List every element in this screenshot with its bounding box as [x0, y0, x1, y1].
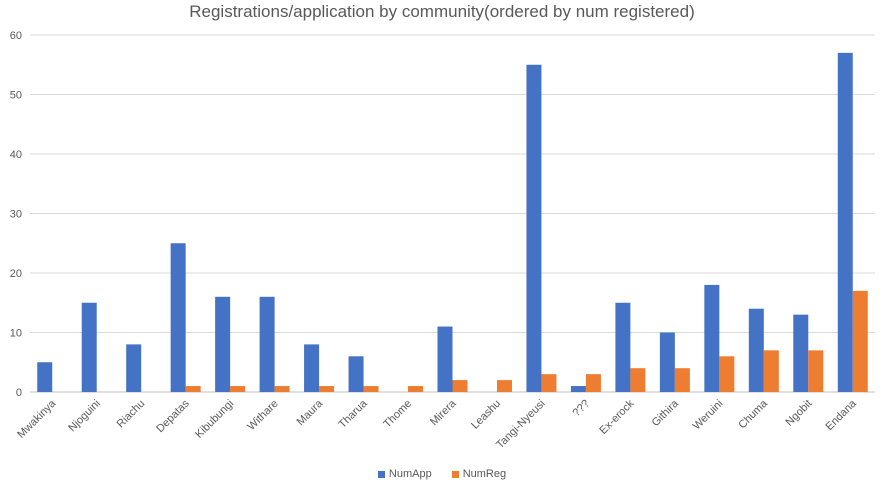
bar-numapp-maura: [304, 344, 320, 392]
bar-numreg-ex-erock: [630, 368, 646, 392]
x-tick-label: Njoguini: [66, 398, 103, 435]
y-tick-label: 20: [10, 268, 22, 280]
x-tick-label: Leashu: [469, 398, 503, 432]
x-tick-label: Maura: [295, 397, 326, 428]
bar-numreg-maura: [319, 386, 335, 392]
bar-numreg-chuma: [763, 350, 779, 392]
bar-numapp-tharua: [348, 356, 364, 392]
legend-swatch-numapp: [377, 470, 385, 478]
chart-title: Registrations/application by community(o…: [189, 2, 695, 21]
bar-numreg-tharua: [363, 386, 379, 392]
bar-numapp-withare: [259, 296, 275, 392]
x-tick-label: Weruini: [691, 398, 726, 433]
y-axis-ticks: 0 10 20 30 40 50 60: [10, 30, 22, 399]
y-tick-label: 40: [10, 149, 22, 161]
legend-item-numapp: NumApp: [377, 468, 432, 480]
legend-item-numreg: NumReg: [451, 468, 507, 480]
bar-numreg-weruini: [719, 356, 735, 392]
bar-numreg-endana: [852, 290, 868, 392]
bar-numreg-depatas: [185, 386, 201, 392]
x-axis-ticks: Mwakinya Njoguini Riachu Depatas Kibubungi Wi…: [15, 397, 859, 451]
bar-numapp-weruini: [704, 284, 720, 392]
bar-numapp-riachu: [126, 344, 142, 392]
x-tick-label: Withare: [245, 398, 280, 433]
legend-label-numreg: NumReg: [462, 468, 507, 480]
legend-label-numapp: NumApp: [388, 468, 432, 480]
legend: NumApp NumReg: [0, 468, 884, 480]
bar-numapp-: [570, 386, 586, 392]
x-tick-label: Ex-erock: [597, 397, 637, 437]
x-tick-label: Tharua: [337, 397, 371, 431]
y-tick-label: 0: [16, 387, 22, 399]
x-tick-label: Chuma: [736, 397, 770, 431]
bars: [37, 52, 868, 392]
x-tick-label: Depatas: [154, 397, 192, 435]
x-tick-label: ???: [571, 398, 592, 419]
bar-numapp-depatas: [170, 243, 186, 392]
bar-numreg-ngobit: [808, 350, 824, 392]
bar-numapp-chuma: [748, 308, 764, 392]
x-tick-label: Mwakinya: [15, 397, 59, 441]
bar-numreg-withare: [274, 386, 290, 392]
bar-numreg-thome: [408, 386, 424, 392]
bar-numapp-ex-erock: [615, 302, 631, 392]
bar-numreg-tangi-nyeusi: [541, 374, 557, 392]
bar-numreg-mirera: [452, 380, 468, 392]
x-tick-label: Ngobit: [783, 398, 814, 429]
x-tick-label: Kibubungi: [193, 398, 236, 441]
y-tick-label: 60: [10, 30, 22, 42]
y-tick-label: 30: [10, 209, 22, 221]
legend-swatch-numreg: [451, 470, 459, 478]
bar-numapp-kibubungi: [215, 296, 231, 392]
x-tick-label: Riachu: [115, 398, 148, 431]
x-tick-label: Endana: [824, 397, 860, 433]
x-tick-label: Mirera: [428, 397, 459, 428]
bar-numreg-: [585, 374, 601, 392]
bar-numapp-mirera: [437, 326, 453, 392]
y-tick-label: 50: [10, 90, 22, 102]
bar-numapp-githira: [659, 332, 675, 392]
y-tick-label: 10: [10, 328, 22, 340]
bar-numapp-njoguini: [81, 302, 97, 392]
bar-numreg-leashu: [496, 380, 512, 392]
bar-numreg-githira: [674, 368, 690, 392]
bar-numreg-kibubungi: [230, 386, 246, 392]
bar-numapp-mwakinya: [37, 362, 53, 392]
x-tick-label: Thome: [381, 398, 414, 431]
bar-numapp-tangi-nyeusi: [526, 64, 542, 392]
bar-numapp-ngobit: [793, 314, 809, 392]
bar-numapp-endana: [837, 52, 853, 392]
x-tick-label: Githira: [650, 397, 682, 429]
